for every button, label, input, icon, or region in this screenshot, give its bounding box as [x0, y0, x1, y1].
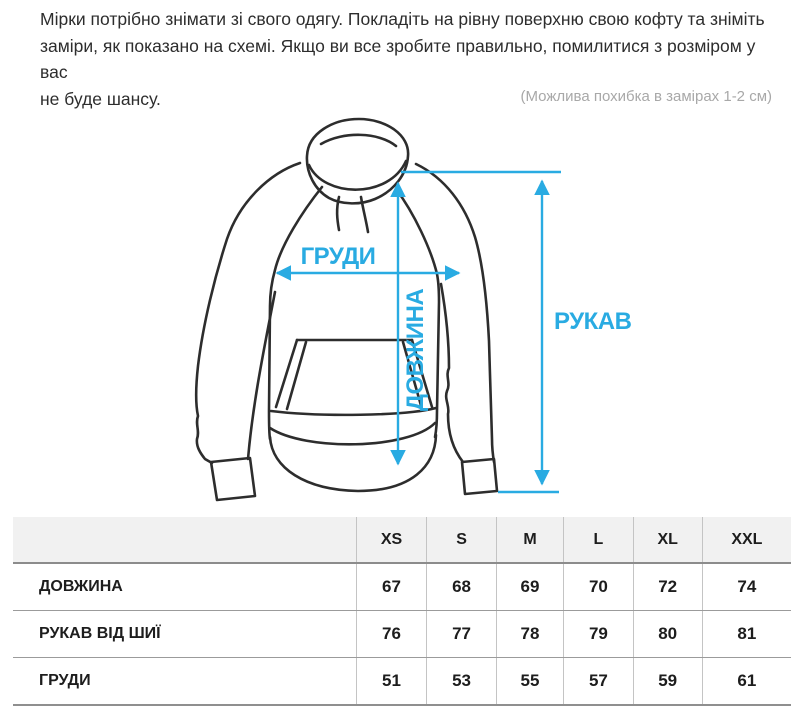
- left-raglan-and-body-edge: [267, 185, 324, 441]
- drawstring-right: [359, 195, 370, 234]
- right-sleeve-outer-edge: [414, 162, 496, 464]
- size-value-cell: 72: [632, 563, 703, 611]
- size-value-cell: 80: [632, 610, 703, 658]
- size-value-cell: 78: [495, 610, 564, 658]
- size-value-cell: 61: [701, 657, 791, 706]
- size-value-cell: 51: [355, 657, 427, 706]
- size-value-cell: 55: [495, 657, 564, 706]
- size-value-cell: 81: [701, 610, 791, 658]
- size-header-row: XS S M L XL XXL: [13, 517, 791, 564]
- table-row-chest: ГРУДИ 51 53 55 57 59 61: [13, 657, 791, 706]
- size-value-cell: 67: [355, 563, 427, 611]
- measurement-row-label: РУКАВ ВІД ШИЇ: [13, 610, 357, 658]
- length-arrow-label: ДОВЖИНА: [402, 289, 429, 411]
- right-cuff: [460, 457, 499, 496]
- size-value-cell: 59: [632, 657, 703, 706]
- left-sleeve-outer-edge: [194, 161, 302, 465]
- measurement-row-label: ДОВЖИНА: [13, 563, 357, 611]
- right-raglan-and-body-edge: [394, 187, 441, 439]
- collar-bottom-edge: [307, 159, 408, 191]
- measurement-row-label: ГРУДИ: [13, 657, 357, 706]
- hem-bottom-outline: [268, 433, 438, 493]
- size-value-cell: 69: [495, 563, 564, 611]
- hood-outline: [305, 117, 410, 205]
- hoodie-drawing: [194, 117, 499, 502]
- tolerance-note: (Можлива похибка в замірах 1-2 см): [520, 88, 772, 105]
- pocket-left-opening: [274, 338, 308, 411]
- size-value-cell: 76: [355, 610, 427, 658]
- size-value-cell: 79: [563, 610, 634, 658]
- size-value-cell: 68: [426, 563, 497, 611]
- pocket-bottom-edge: [269, 406, 438, 417]
- table-row-length: ДОВЖИНА 67 68 69 70 72 74: [13, 563, 791, 611]
- hood-inner-fold: [319, 133, 398, 148]
- size-chart-table: XS S M L XL XXL ДОВЖИНА 67 68 69 70 72 7…: [13, 517, 791, 706]
- size-value-cell: 57: [563, 657, 634, 706]
- pocket-right-opening: [401, 338, 434, 411]
- header-corner-cell: [13, 517, 357, 564]
- left-sleeve-inner-edge: [246, 290, 277, 461]
- sleeve-arrow-label: РУКАВ: [554, 308, 632, 335]
- size-column-header-s: S: [426, 517, 497, 564]
- measurement-arrows: [275, 170, 561, 494]
- size-value-cell: 70: [563, 563, 634, 611]
- size-column-header-xs: XS: [355, 517, 427, 564]
- size-column-header-l: L: [563, 517, 634, 564]
- right-sleeve-inner-edge: [439, 282, 465, 464]
- size-column-header-m: M: [495, 517, 564, 564]
- size-column-header-xxl: XXL: [701, 517, 791, 564]
- measurement-instructions-paragraph: Мірки потрібно знімати зі свого одягу. П…: [40, 9, 765, 109]
- hem-band-top-line: [268, 421, 437, 446]
- size-value-cell: 77: [426, 610, 497, 658]
- size-column-header-xl: XL: [632, 517, 703, 564]
- chest-arrow-label: ГРУДИ: [301, 243, 376, 270]
- hoodie-measurement-diagram: ГРУДИ ДОВЖИНА РУКАВ: [194, 117, 632, 502]
- drawstring-left: [335, 195, 341, 232]
- size-value-cell: 74: [701, 563, 791, 611]
- size-value-cell: 53: [426, 657, 497, 706]
- left-cuff: [209, 456, 257, 502]
- table-row-sleeve-from-neck: РУКАВ ВІД ШИЇ 76 77 78 79 80 81: [13, 610, 791, 658]
